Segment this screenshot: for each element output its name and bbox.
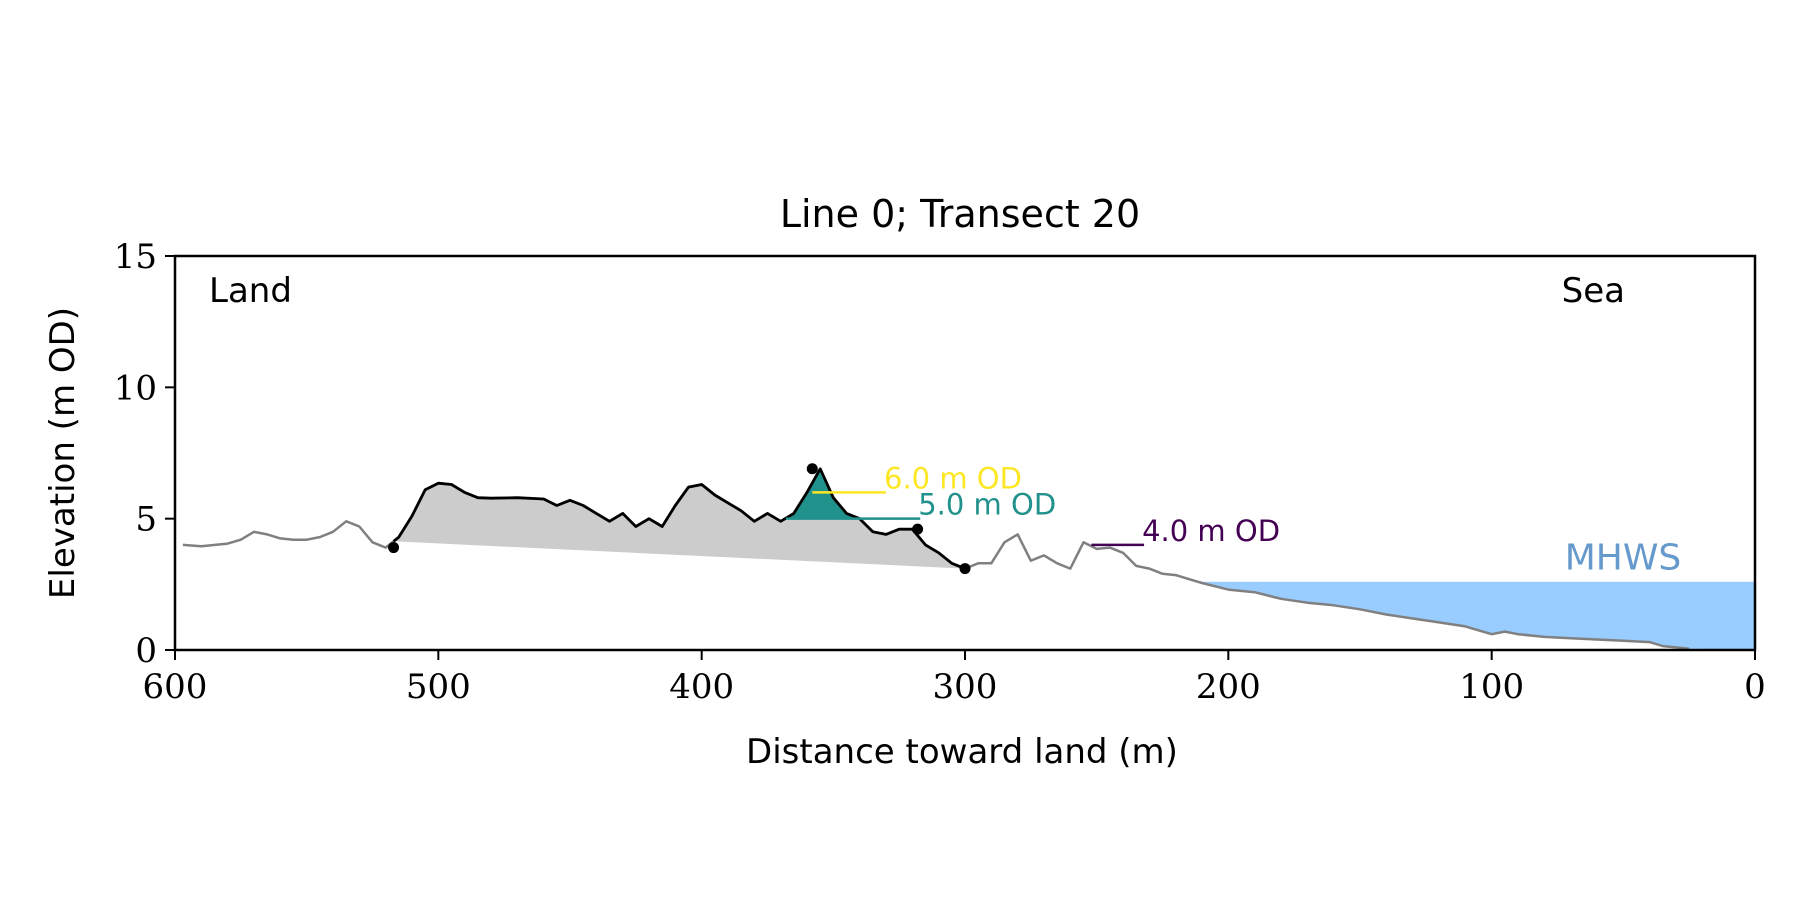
- dune-marker-1: [806, 463, 818, 475]
- y-axis-label: Elevation (m OD): [43, 307, 83, 599]
- x-tick-label-100: 100: [1459, 667, 1524, 707]
- x-tick-label-400: 400: [669, 667, 734, 707]
- x-axis-label: Distance toward land (m): [746, 732, 1178, 772]
- chart-title: Line 0; Transect 20: [780, 192, 1140, 236]
- y-tick-label-0: 0: [135, 631, 157, 671]
- sea-fill: [1197, 581, 1755, 650]
- land-label: Land: [209, 271, 292, 311]
- dune-marker-2: [912, 523, 924, 535]
- axis-ticks: 600 500 400 300 200 100 0 0 5 10 15: [114, 237, 1766, 707]
- x-tick-label-300: 300: [933, 667, 998, 707]
- dune-marker-3: [959, 563, 971, 575]
- mhws-label: MHWS: [1565, 538, 1682, 579]
- y-tick-label-15: 15: [114, 237, 157, 277]
- plot-area: MHWS 6.0 m OD5.0 m OD 4.0 m OD: [182, 461, 1755, 650]
- level-band-5: [785, 468, 860, 519]
- level-label-5: 5.0 m OD: [918, 488, 1056, 522]
- x-tick-label-600: 600: [143, 667, 208, 707]
- level-label-6: 6.0 m OD: [884, 461, 1022, 495]
- dune-marker-0: [388, 542, 400, 554]
- dune-line: [392, 467, 966, 570]
- x-tick-label-500: 500: [406, 667, 471, 707]
- y-tick-label-10: 10: [114, 368, 157, 408]
- y-tick-label-5: 5: [135, 500, 157, 540]
- level-label-4: 4.0 m OD: [1142, 514, 1280, 548]
- x-tick-label-200: 200: [1196, 667, 1261, 707]
- sea-label: Sea: [1562, 271, 1625, 311]
- x-tick-label-0: 0: [1744, 667, 1766, 707]
